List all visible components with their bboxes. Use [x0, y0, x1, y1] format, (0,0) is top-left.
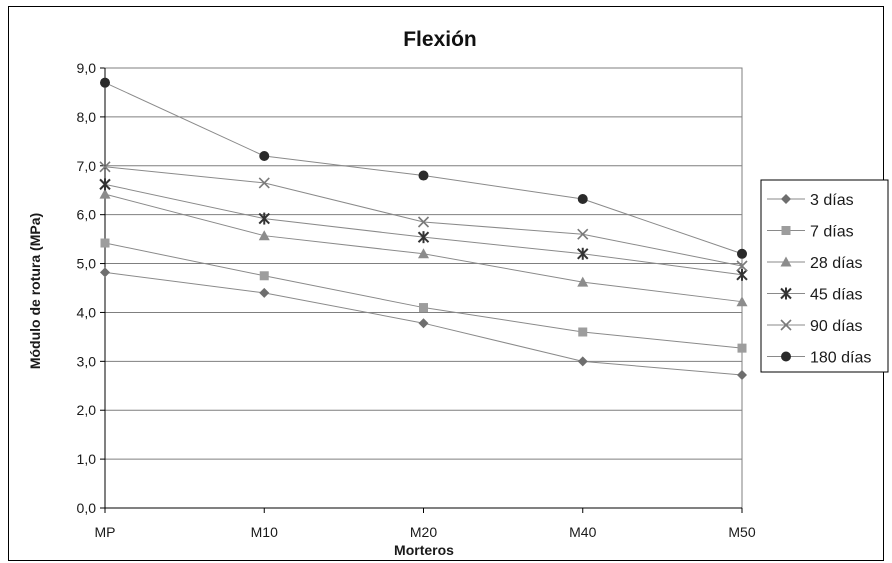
legend-label: 3 días: [810, 192, 854, 209]
data-point: [259, 287, 270, 298]
legend-marker: [781, 226, 791, 235]
gridlines: [100, 67, 742, 509]
data-point: [99, 178, 111, 191]
data-point: [577, 194, 588, 205]
legend-marker: [780, 319, 792, 331]
legend-label: 28 días: [810, 255, 862, 272]
x-tick-labels: MP M10 M20 M40 M50: [95, 508, 756, 540]
legend-box: [760, 179, 889, 373]
series-lines: [104, 82, 743, 376]
legend-item: 180 días: [767, 350, 871, 367]
data-point: [100, 77, 110, 88]
data-point: [99, 161, 111, 173]
data-point: [417, 216, 430, 228]
legend-item: 90 días: [767, 318, 862, 335]
data-point: [577, 228, 589, 240]
data-point: [418, 248, 429, 259]
data-point: [100, 267, 110, 278]
chart-frame: [8, 6, 884, 561]
x-tick-label: M50: [728, 524, 755, 540]
data-point: [737, 370, 747, 381]
data-point: [258, 230, 270, 241]
y-axis-label: Módulo de rotura (MPa): [27, 213, 43, 369]
data-point: [577, 356, 588, 367]
y-tick-label: 2,0: [77, 402, 97, 418]
data-point: [99, 188, 111, 199]
plot-area: [104, 67, 743, 509]
data-point: [417, 231, 430, 244]
legend-item: 28 días: [767, 255, 862, 272]
legend-marker: [780, 256, 792, 267]
y-tick-label: 0,0: [77, 500, 97, 516]
legend-label: 180 días: [810, 350, 871, 367]
y-tick-label: 1,0: [77, 451, 97, 467]
x-tick-label: MP: [95, 524, 116, 540]
series-line: [104, 193, 743, 303]
y-tick-label: 4,0: [77, 304, 97, 320]
y-tick-label: 3,0: [77, 353, 97, 369]
data-point: [418, 318, 429, 329]
legend-item: 7 días: [767, 224, 854, 241]
legend-item: 45 días: [767, 287, 862, 304]
data-point: [577, 247, 589, 260]
series-markers: [99, 77, 748, 381]
data-point: [736, 260, 748, 272]
series-line: [104, 82, 743, 255]
data-point: [578, 327, 588, 337]
y-tick-labels: 0,0 1,0 2,0 3,0 4,0 5,0 6,0 7,0 8,0 9,0: [77, 60, 97, 516]
series-line: [104, 183, 743, 276]
data-point: [736, 296, 748, 307]
legend: 3 días 7 días 28 días 45 días 90 días 180 día…: [760, 179, 889, 373]
legend-label: 7 días: [810, 224, 854, 241]
legend-label: 45 días: [810, 287, 862, 304]
legend-item: 3 días: [767, 192, 854, 209]
x-tick-label: M20: [410, 524, 437, 540]
x-axis-label: Morteros: [394, 542, 454, 558]
data-point: [737, 343, 747, 353]
x-tick-label: M40: [569, 524, 596, 540]
data-point: [258, 212, 270, 225]
data-point: [258, 177, 270, 189]
data-point: [577, 276, 589, 287]
y-tick-label: 9,0: [77, 60, 97, 76]
x-tick-label: M10: [251, 524, 278, 540]
legend-marker: [781, 351, 791, 362]
data-point: [736, 268, 748, 281]
chart-title: Flexión: [403, 28, 477, 51]
y-tick-label: 5,0: [77, 256, 97, 272]
data-point: [419, 303, 428, 313]
data-point: [259, 271, 269, 281]
y-tick-label: 8,0: [77, 109, 97, 125]
y-tick-label: 6,0: [77, 207, 97, 223]
data-point: [737, 248, 747, 259]
data-point: [418, 170, 429, 181]
axes: [104, 67, 743, 509]
series-line: [104, 242, 743, 349]
data-point: [100, 238, 110, 248]
legend-marker: [780, 287, 792, 300]
y-tick-label: 7,0: [77, 158, 97, 174]
legend-marker: [781, 194, 791, 204]
legend-label: 90 días: [810, 318, 862, 335]
data-point: [259, 151, 270, 161]
